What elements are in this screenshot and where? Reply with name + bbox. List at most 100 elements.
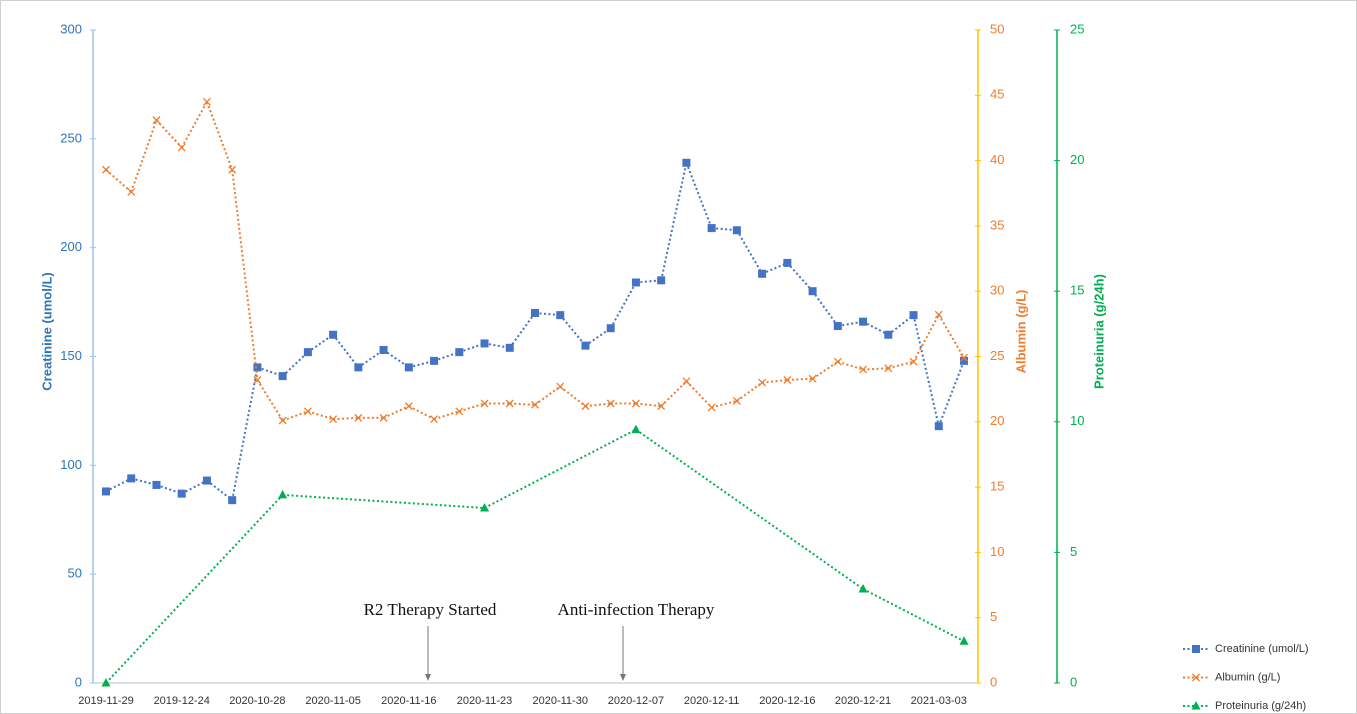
marker	[631, 399, 640, 408]
series-segment	[736, 229, 763, 275]
series-segment	[231, 169, 259, 381]
series-segment	[383, 349, 410, 369]
marker	[430, 415, 439, 424]
series-segment	[660, 380, 688, 407]
marker	[606, 399, 615, 408]
x-tick-label: 2020-10-28	[229, 695, 285, 707]
marker	[959, 636, 969, 645]
marker	[531, 400, 539, 409]
marker	[556, 382, 565, 391]
marker	[581, 341, 590, 350]
marker	[732, 396, 741, 405]
marker	[480, 339, 489, 348]
marker	[202, 476, 211, 485]
tick-label: 5	[990, 609, 997, 624]
series-segment	[862, 320, 889, 336]
marker	[101, 678, 111, 687]
series-segment	[206, 101, 234, 171]
marker	[707, 403, 716, 412]
series-segment	[812, 360, 839, 380]
marker	[102, 165, 110, 174]
axis-title: Albumin (g/L)	[1013, 290, 1028, 374]
tick-label: 150	[60, 348, 82, 363]
marker	[808, 374, 817, 383]
series-segment	[383, 405, 410, 419]
marker	[682, 377, 691, 386]
marker	[858, 583, 868, 593]
tick-label: 15	[1070, 283, 1084, 298]
series-segment	[635, 428, 864, 590]
tick-label: 200	[60, 239, 82, 254]
marker	[329, 330, 338, 339]
tick-label: 45	[990, 87, 1004, 102]
series-segment	[357, 349, 385, 369]
tick-label: 35	[990, 217, 1004, 232]
tick-label: 0	[1070, 674, 1077, 689]
marker	[934, 310, 943, 319]
legend-label: Creatinine (umol/L)	[1215, 643, 1309, 655]
series-segment	[484, 428, 637, 509]
marker	[884, 330, 893, 339]
annotation: R2 Therapy Started	[364, 600, 497, 619]
marker	[480, 399, 489, 408]
tick-label: 100	[60, 457, 82, 472]
marker	[783, 376, 792, 384]
series-segment	[105, 477, 132, 493]
x-tick-label: 2020-12-11	[684, 695, 739, 707]
marker	[253, 376, 262, 384]
x-tick-label: 2020-12-07	[608, 695, 664, 707]
marker	[152, 116, 161, 125]
marker	[833, 357, 842, 366]
marker	[581, 402, 590, 411]
tick-label: 50	[990, 21, 1004, 36]
series-segment	[155, 119, 183, 149]
marker	[253, 363, 262, 372]
legend-marker	[1192, 645, 1200, 653]
marker	[379, 345, 388, 354]
marker	[354, 363, 363, 372]
tick-label: 25	[1070, 21, 1084, 36]
marker	[177, 143, 186, 152]
marker	[505, 343, 514, 352]
marker	[430, 356, 439, 365]
tick-label: 10	[1070, 413, 1084, 428]
marker	[833, 322, 842, 331]
marker	[556, 311, 565, 320]
series-segment	[862, 588, 965, 643]
marker	[127, 474, 136, 483]
series-segment	[786, 262, 814, 292]
tick-label: 5	[1070, 544, 1077, 559]
tick-label: 0	[990, 674, 997, 689]
marker	[152, 480, 161, 489]
marker	[354, 413, 363, 422]
marker	[228, 496, 237, 505]
series-segment	[685, 380, 713, 409]
tick-label: 30	[990, 283, 1004, 298]
tick-label: 50	[68, 566, 82, 581]
series-segment	[256, 379, 284, 422]
series-segment	[660, 162, 688, 281]
tick-label: 250	[60, 130, 82, 145]
series-segment	[559, 314, 587, 347]
series-segment	[736, 381, 763, 402]
tick-label: 300	[60, 21, 82, 36]
marker	[177, 489, 186, 498]
marker	[682, 158, 691, 167]
marker	[859, 317, 868, 326]
marker	[404, 402, 413, 411]
x-tick-label: 2020-11-23	[457, 695, 512, 707]
marker	[909, 311, 918, 320]
series-segment	[231, 367, 259, 501]
marker	[884, 364, 893, 373]
legend-marker	[1191, 701, 1201, 710]
tick-label: 20	[990, 413, 1004, 428]
axis-title: Creatinine (umol/L)	[39, 272, 54, 390]
series-segment	[887, 314, 915, 336]
x-tick-label: 2020-11-16	[381, 695, 436, 707]
marker	[303, 407, 312, 416]
marker	[732, 226, 741, 235]
marker	[505, 399, 514, 408]
x-tick-label: 2020-12-16	[759, 695, 815, 707]
